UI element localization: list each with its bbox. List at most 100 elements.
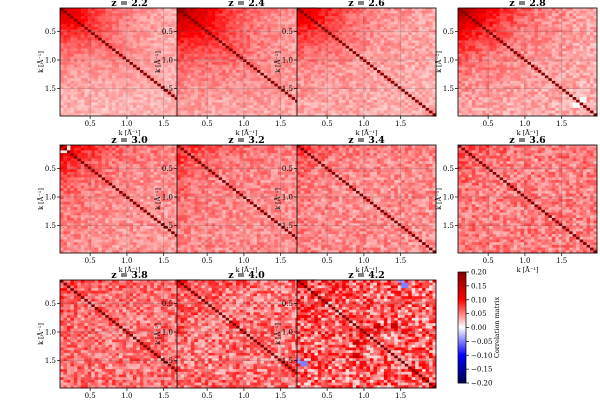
heatmap-cell	[66, 24, 71, 28]
heatmap-cell	[84, 45, 89, 49]
heatmap-cell	[66, 29, 71, 33]
heatmap-cell	[157, 21, 162, 25]
heatmap-cell	[115, 37, 120, 41]
heatmap-cell	[177, 21, 181, 25]
heatmap-cell	[167, 78, 172, 82]
heatmap-cell	[204, 40, 209, 44]
heatmap-cell	[236, 110, 240, 114]
heatmap-cell	[328, 78, 333, 82]
heatmap-cell	[352, 80, 357, 84]
heatmap-cell	[503, 10, 508, 14]
heatmap-cell	[98, 40, 103, 44]
heatmap-cell	[418, 35, 423, 39]
heatmap-cell	[139, 40, 144, 44]
heatmap-cell	[246, 56, 251, 60]
heatmap-cell	[432, 83, 437, 87]
heatmap-cell	[394, 37, 399, 41]
heatmap-cell	[73, 56, 78, 60]
heatmap-cell	[91, 56, 96, 60]
heatmap-cell	[338, 32, 343, 36]
heatmap-cell	[422, 21, 426, 25]
heatmap-cell	[314, 35, 319, 39]
heatmap-cell	[349, 16, 354, 20]
heatmap-cell	[201, 97, 206, 101]
heatmap-cell	[77, 10, 82, 14]
heatmap-cell	[345, 8, 350, 12]
heatmap-cell	[84, 62, 89, 66]
heatmap-cell	[359, 64, 364, 68]
heatmap-cell	[98, 91, 103, 95]
heatmap-cell	[390, 110, 395, 114]
heatmap-cell	[84, 86, 89, 90]
heatmap-cell	[136, 110, 141, 114]
heatmap-cell	[112, 99, 117, 103]
heatmap-cell	[256, 72, 261, 76]
heatmap-cell	[94, 32, 99, 36]
heatmap-cell	[288, 26, 293, 30]
heatmap-cell	[352, 86, 357, 90]
heatmap-cell	[194, 91, 199, 95]
heatmap-cell	[401, 24, 406, 28]
heatmap-cell	[288, 48, 293, 52]
heatmap-cell	[328, 37, 333, 41]
heatmap-cell	[249, 89, 254, 93]
heatmap-cell	[122, 29, 127, 33]
heatmap-cell	[211, 75, 216, 79]
heatmap-cell	[236, 56, 240, 60]
heatmap-cell	[70, 105, 75, 109]
heatmap-cell	[380, 26, 385, 30]
heatmap-cell	[335, 67, 340, 71]
heatmap-cell	[404, 32, 409, 36]
heatmap-cell	[180, 35, 185, 39]
heatmap-cell	[297, 32, 301, 36]
heatmap-cell	[425, 99, 430, 103]
heatmap-cell	[274, 102, 279, 106]
heatmap-cell	[218, 13, 223, 17]
heatmap-cell	[345, 105, 350, 109]
heatmap-cell	[218, 89, 223, 93]
heatmap-cell	[307, 91, 312, 95]
heatmap-cell	[66, 75, 71, 79]
heatmap-cell	[297, 105, 301, 109]
heatmap-cell	[246, 70, 251, 74]
heatmap-cell	[60, 40, 64, 44]
heatmap-cell	[303, 16, 308, 20]
heatmap-cell	[303, 107, 308, 111]
heatmap-cell	[260, 67, 265, 71]
heatmap-cell	[218, 48, 223, 52]
heatmap-cell	[267, 53, 272, 57]
heatmap-cell	[66, 13, 71, 17]
heatmap-cell	[335, 29, 340, 33]
heatmap-cell	[253, 113, 258, 117]
heatmap-cell	[464, 16, 469, 20]
heatmap-cell	[105, 72, 110, 76]
heatmap-cell	[331, 97, 336, 101]
heatmap-cell	[429, 70, 433, 74]
heatmap-cell	[146, 51, 151, 55]
heatmap-cell	[87, 94, 92, 98]
heatmap-cell	[425, 10, 430, 14]
heatmap-cell	[249, 105, 254, 109]
heatmap-cell	[108, 64, 113, 68]
heatmap-cell	[548, 13, 553, 17]
heatmap-cell	[267, 107, 272, 111]
heatmap-cell	[77, 43, 82, 47]
heatmap-cell	[229, 113, 234, 117]
heatmap-cell	[314, 99, 319, 103]
heatmap-cell	[84, 18, 89, 22]
heatmap-cell	[215, 64, 220, 68]
heatmap-cell	[408, 16, 413, 20]
heatmap-cell	[190, 56, 195, 60]
heatmap-cell	[215, 67, 220, 71]
heatmap-cell	[277, 53, 282, 57]
heatmap-cell	[225, 89, 230, 93]
heatmap-cell	[94, 40, 99, 44]
heatmap-cell	[274, 24, 279, 28]
heatmap-cell	[429, 8, 433, 12]
heatmap-cell	[84, 75, 89, 79]
heatmap-cell	[243, 107, 247, 111]
heatmap-cell	[180, 102, 185, 106]
heatmap-cell	[77, 29, 82, 33]
heatmap-cell	[274, 89, 279, 93]
heatmap-cell	[345, 18, 350, 22]
